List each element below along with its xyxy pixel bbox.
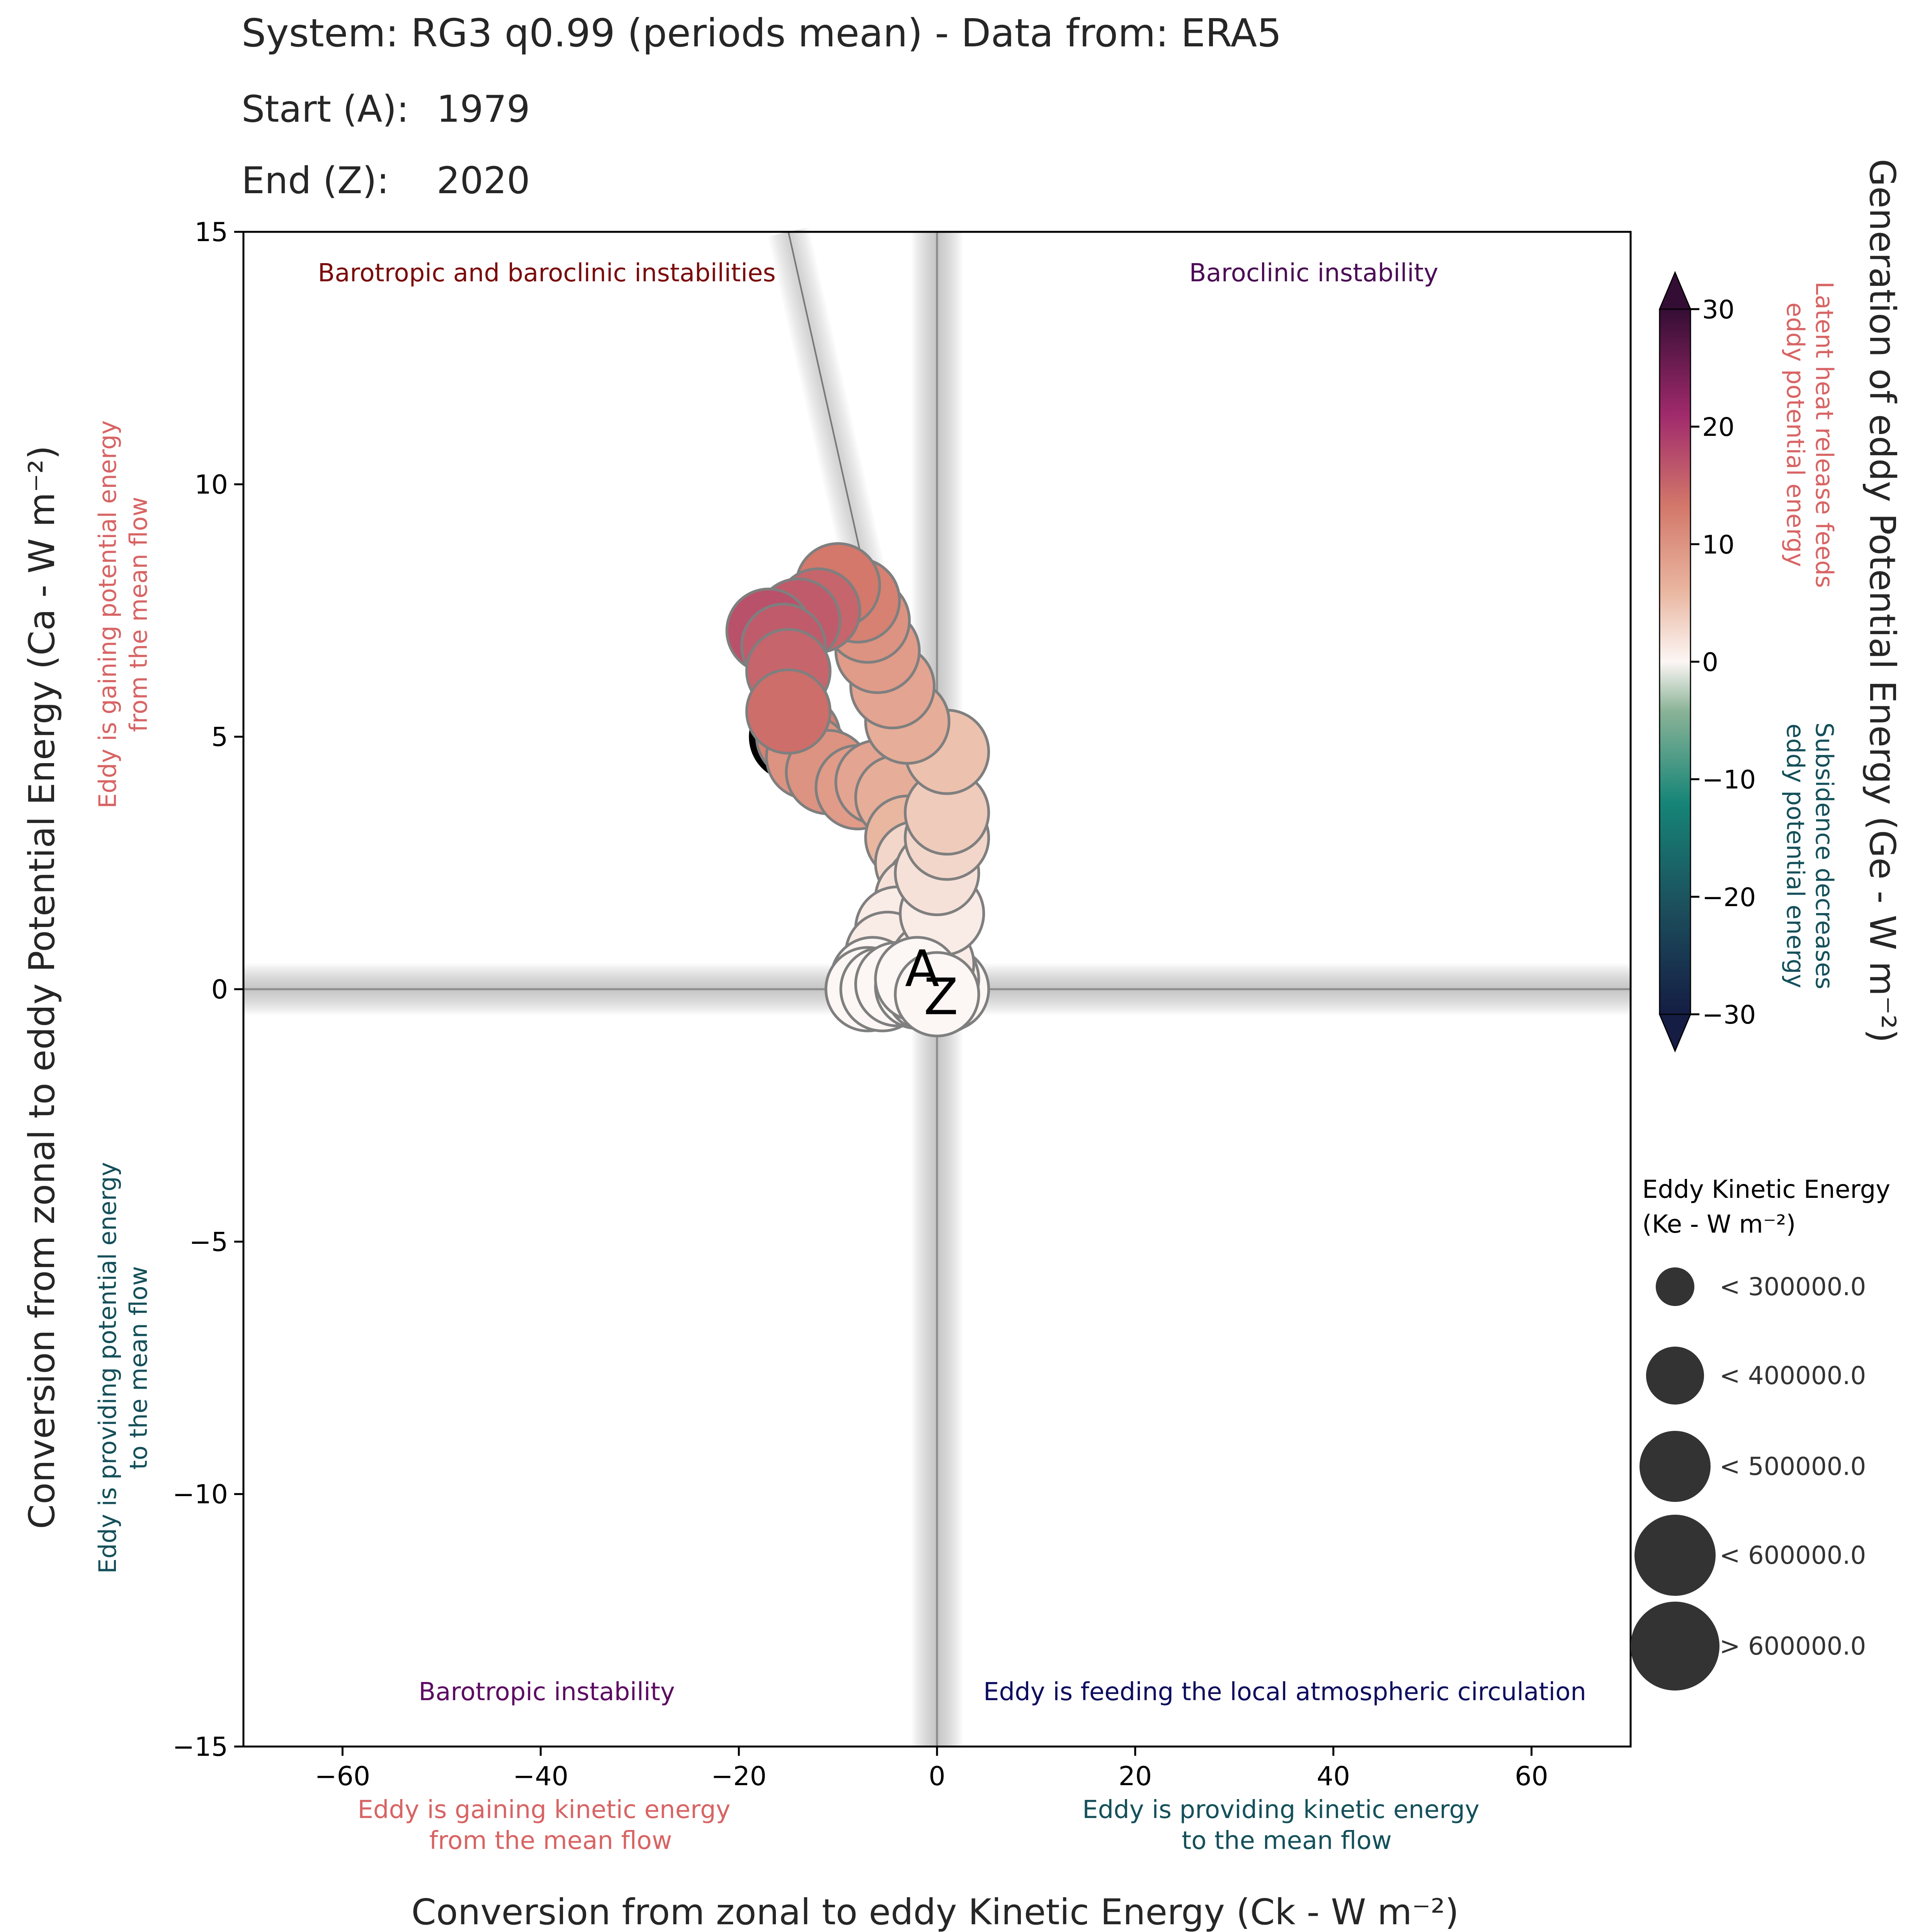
size-legend-subtitle: (Ke - W m⁻²): [1642, 1210, 1796, 1239]
x-tick-label: 60: [1515, 1761, 1548, 1792]
x-tick-label: 40: [1316, 1761, 1350, 1792]
colorbar-label: Generation of eddy Potential Energy (Ge …: [1862, 159, 1903, 1043]
quadrant-top-right-label: Baroclinic instability: [1189, 259, 1439, 287]
start-marker-label: A: [905, 939, 939, 998]
size-legend-circle: [1656, 1267, 1694, 1306]
cbar-negative-note-line2: eddy potential energy: [1781, 724, 1810, 988]
colorbar-tick-label: 30: [1702, 295, 1735, 325]
end-label: End (Z):: [242, 160, 389, 202]
data-point: [894, 951, 980, 1037]
cbar-negative-note-line1: Subsidence decreases: [1810, 723, 1838, 990]
y-negative-note-line2: to the mean flow: [124, 1266, 153, 1470]
y-tick-label: 15: [194, 217, 228, 248]
quadrant-bottom-left-label: Barotropic instability: [418, 1678, 675, 1706]
trend-line: [787, 231, 869, 586]
size-legend-label: > 600000.0: [1719, 1632, 1866, 1661]
size-legend: Eddy Kinetic Energy (Ke - W m⁻²) < 30000…: [1631, 1175, 1890, 1690]
size-legend-label: < 500000.0: [1719, 1452, 1866, 1481]
colorbar-tick-label: 10: [1702, 530, 1735, 560]
data-point: [745, 668, 832, 755]
y-tick-label: 10: [194, 469, 228, 500]
x-negative-note-line1: Eddy is gaining kinetic energy: [357, 1796, 730, 1824]
x-tick-label: 0: [929, 1761, 945, 1792]
colorbar-tick-label: 20: [1702, 412, 1735, 442]
quadrant-bottom-right-label: Eddy is feeding the local atmospheric ci…: [983, 1678, 1586, 1706]
x-positive-note-line2: to the mean flow: [1182, 1827, 1392, 1855]
y-positive-note-line1: Eddy is gaining potential energy: [94, 420, 122, 809]
quadrant-top-left-label: Barotropic and baroclinic instabilities: [318, 259, 776, 287]
colorbar-tick-label: −20: [1702, 883, 1756, 912]
colorbar-extend-top: [1658, 271, 1692, 310]
x-axis-ticks: −60 −40 −20 0 20 40 60: [315, 1747, 1548, 1792]
size-legend-label: < 400000.0: [1719, 1362, 1866, 1390]
size-legend-title: Eddy Kinetic Energy: [1642, 1175, 1890, 1204]
y-axis-ticks: −15 −10 −5 0 5 10 15: [172, 217, 243, 1762]
size-legend-circle: [1631, 1602, 1719, 1690]
colorbar-gradient: [1659, 308, 1691, 1015]
plot-area: A Z Barotropic and baroclinic instabilit…: [242, 227, 1632, 1748]
y-tick-label: −15: [172, 1732, 228, 1762]
y-tick-label: 5: [211, 722, 228, 753]
colorbar-tick-label: −10: [1702, 765, 1756, 795]
end-value: 2020: [437, 160, 530, 202]
y-tick-label: 0: [211, 975, 228, 1005]
start-label: Start (A):: [242, 88, 409, 131]
x-tick-label: −20: [711, 1761, 767, 1792]
data-points: [725, 542, 990, 1037]
size-legend-circle: [1634, 1515, 1716, 1596]
x-axis-label: Conversion from zonal to eddy Kinetic En…: [412, 1891, 1459, 1932]
start-value: 1979: [437, 88, 530, 131]
size-legend-label: < 600000.0: [1719, 1541, 1866, 1570]
y-axis-label: Conversion from zonal to eddy Potential …: [21, 446, 63, 1529]
x-negative-note-line2: from the mean flow: [429, 1827, 672, 1855]
cbar-positive-note-line2: eddy potential energy: [1781, 303, 1810, 567]
cbar-positive-note-line1: Latent heat release feeds: [1810, 281, 1838, 588]
colorbar-extend-bottom: [1658, 1014, 1692, 1053]
x-tick-label: 20: [1119, 1761, 1152, 1792]
chart-title: System: RG3 q0.99 (periods mean) - Data …: [242, 10, 1282, 56]
y-tick-label: −5: [189, 1227, 228, 1257]
y-positive-note-line2: from the mean flow: [124, 497, 153, 732]
size-legend-label: < 300000.0: [1719, 1273, 1866, 1301]
size-legend-circle: [1646, 1347, 1704, 1405]
colorbar: −30 −20 −10 0 10 20 30: [1658, 271, 1756, 1053]
colorbar-ticks: −30 −20 −10 0 10 20 30: [1690, 295, 1756, 1030]
size-legend-items: < 300000.0 < 400000.0 < 500000.0 < 600000.0…: [1631, 1267, 1866, 1690]
x-positive-note-line1: Eddy is providing kinetic energy: [1082, 1796, 1480, 1824]
size-legend-circle: [1639, 1431, 1711, 1502]
y-tick-label: −10: [172, 1480, 228, 1510]
end-marker-label: Z: [924, 968, 958, 1026]
x-tick-label: −40: [513, 1761, 569, 1792]
x-tick-label: −60: [315, 1761, 371, 1792]
colorbar-tick-label: −30: [1702, 1000, 1756, 1030]
y-negative-note-line1: Eddy is providing potential energy: [94, 1162, 122, 1573]
colorbar-tick-label: 0: [1702, 648, 1718, 677]
